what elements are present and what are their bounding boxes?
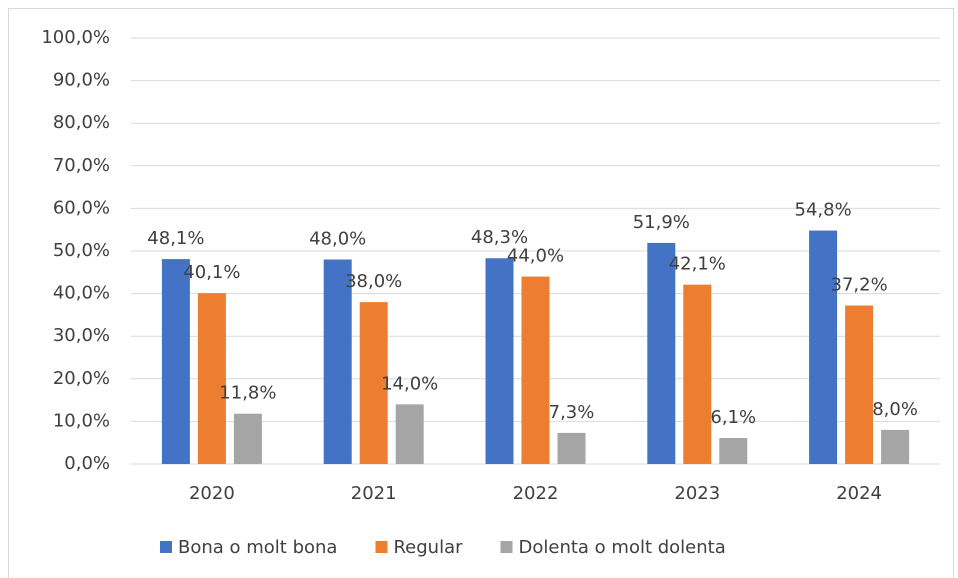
value-label: 14,0% — [381, 373, 438, 394]
x-tick-label: 2021 — [351, 483, 397, 504]
y-tick-label: 80,0% — [53, 112, 110, 133]
bar — [845, 305, 874, 464]
bar — [521, 276, 550, 464]
value-label: 44,0% — [507, 246, 564, 267]
y-tick-label: 100,0% — [41, 27, 110, 48]
value-label: 48,0% — [309, 229, 366, 250]
legend-swatch — [375, 541, 388, 553]
y-tick-label: 90,0% — [53, 70, 110, 91]
bar — [683, 284, 712, 464]
value-label: 48,3% — [471, 227, 528, 248]
bar — [647, 242, 676, 464]
value-label: 48,1% — [147, 228, 204, 249]
bar — [323, 259, 352, 464]
y-tick-label: 10,0% — [53, 410, 110, 431]
legend-swatch — [500, 541, 513, 553]
y-tick-label: 70,0% — [53, 155, 110, 176]
y-tick-label: 20,0% — [53, 368, 110, 389]
y-tick-label: 50,0% — [53, 240, 110, 261]
chart-frame — [8, 8, 954, 578]
x-tick-label: 2020 — [189, 483, 235, 504]
value-label: 8,0% — [872, 399, 918, 420]
value-label: 54,8% — [795, 200, 852, 221]
value-label: 38,0% — [345, 271, 402, 292]
y-tick-label: 40,0% — [53, 283, 110, 304]
x-tick-label: 2022 — [513, 483, 559, 504]
y-tick-label: 60,0% — [53, 197, 110, 218]
bar — [359, 302, 388, 464]
bar — [395, 404, 424, 464]
bar — [197, 293, 226, 464]
bar — [485, 258, 514, 464]
value-label: 40,1% — [183, 262, 240, 283]
legend-label: Dolenta o molt dolenta — [519, 537, 726, 558]
legend-swatch — [160, 541, 172, 553]
value-label: 6,1% — [710, 407, 756, 428]
value-label: 42,1% — [669, 254, 726, 275]
value-label: 37,2% — [831, 275, 888, 296]
bar — [881, 429, 910, 464]
legend-label: Bona o molt bona — [178, 537, 337, 558]
value-label: 7,3% — [549, 402, 595, 423]
bar — [719, 438, 748, 464]
value-label: 11,8% — [219, 383, 276, 404]
bar — [557, 432, 586, 464]
bar — [809, 230, 838, 464]
x-tick-label: 2023 — [674, 483, 720, 504]
value-label: 51,9% — [633, 212, 690, 233]
x-tick-label: 2024 — [836, 483, 882, 504]
legend-label: Regular — [393, 537, 463, 558]
bar — [233, 413, 262, 464]
y-tick-label: 0,0% — [64, 453, 110, 474]
bar — [161, 259, 190, 464]
y-tick-label: 30,0% — [53, 325, 110, 346]
